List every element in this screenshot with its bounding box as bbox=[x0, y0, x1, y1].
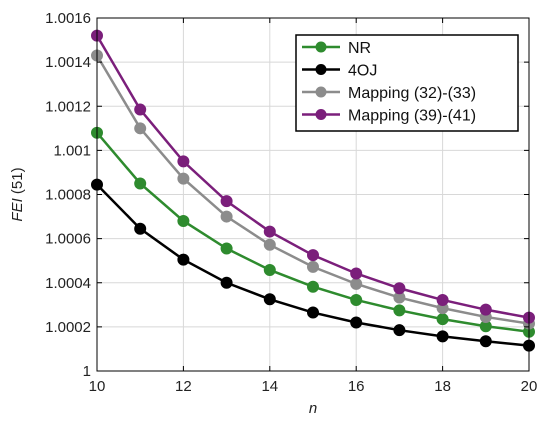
data-point bbox=[436, 330, 449, 343]
data-point bbox=[307, 306, 319, 319]
y-tick-label: 1.0004 bbox=[45, 275, 91, 292]
data-point bbox=[350, 267, 363, 280]
data-point bbox=[436, 293, 449, 306]
y-axis-label-rest: (51) bbox=[9, 167, 26, 198]
y-tick-label: 1.0006 bbox=[45, 231, 91, 248]
data-point bbox=[134, 222, 147, 235]
data-point bbox=[134, 177, 147, 190]
legend-marker bbox=[315, 109, 327, 120]
y-axis-label: FEI (51) bbox=[9, 167, 26, 221]
x-tick-label: 20 bbox=[521, 378, 538, 395]
data-point bbox=[350, 316, 363, 329]
data-point bbox=[393, 304, 406, 317]
data-point bbox=[393, 324, 406, 337]
legend-marker bbox=[315, 86, 327, 98]
data-point bbox=[134, 103, 147, 116]
data-point bbox=[307, 260, 319, 273]
data-point bbox=[479, 303, 492, 316]
y-tick-label: 1.0014 bbox=[45, 54, 91, 71]
data-point bbox=[350, 277, 363, 290]
data-point bbox=[436, 313, 449, 326]
y-tick-label: 1.0002 bbox=[45, 319, 91, 336]
series-1 bbox=[91, 178, 535, 352]
x-tick-label: 18 bbox=[434, 378, 451, 395]
data-point bbox=[479, 335, 492, 348]
legend-marker bbox=[315, 64, 327, 75]
data-point bbox=[220, 242, 233, 255]
y-tick-labels: 1 1.0002 1.0004 1.0006 1.0008 1.001 1.0012 1.00… bbox=[45, 10, 529, 380]
series-0 bbox=[91, 126, 535, 338]
y-axis-label-italic: FEI bbox=[9, 198, 26, 221]
y-tick-label: 1.0008 bbox=[45, 187, 91, 204]
data-point bbox=[134, 122, 147, 135]
legend-label: 4OJ bbox=[348, 63, 377, 80]
x-tick-label: 14 bbox=[261, 378, 278, 395]
legend: NR 4OJ Mapping (32)-(33) Mapping (39)-(41) bbox=[295, 34, 519, 132]
y-tick-label: 1 bbox=[83, 363, 91, 380]
legend-label: NR bbox=[348, 40, 371, 57]
data-point bbox=[393, 282, 406, 295]
y-tick-label: 1.0012 bbox=[45, 98, 91, 115]
data-point bbox=[263, 293, 276, 306]
data-point bbox=[263, 225, 276, 238]
series-layer bbox=[91, 29, 535, 352]
series-3 bbox=[91, 29, 535, 324]
legend-marker bbox=[315, 41, 327, 53]
data-point bbox=[350, 293, 363, 306]
data-point bbox=[263, 263, 276, 276]
data-point bbox=[307, 280, 319, 293]
data-point bbox=[177, 214, 190, 227]
data-point bbox=[177, 253, 190, 266]
data-point bbox=[177, 155, 190, 168]
x-tick-label: 10 bbox=[89, 378, 106, 395]
legend-label: Mapping (32)-(33) bbox=[348, 85, 476, 102]
data-point bbox=[263, 238, 276, 251]
data-point bbox=[177, 172, 190, 185]
x-axis-label: n bbox=[309, 400, 317, 417]
x-tick-labels: 10 12 14 16 18 20 bbox=[89, 18, 538, 395]
y-tick-label: 1.0016 bbox=[45, 10, 91, 27]
legend-label: Mapping (39)-(41) bbox=[348, 108, 476, 125]
x-tick-label: 16 bbox=[348, 378, 365, 395]
data-point bbox=[220, 276, 233, 289]
data-point bbox=[307, 249, 319, 262]
data-point bbox=[220, 210, 233, 223]
data-point bbox=[220, 195, 233, 208]
x-tick-label: 12 bbox=[175, 378, 192, 395]
y-tick-label: 1.001 bbox=[53, 142, 91, 159]
